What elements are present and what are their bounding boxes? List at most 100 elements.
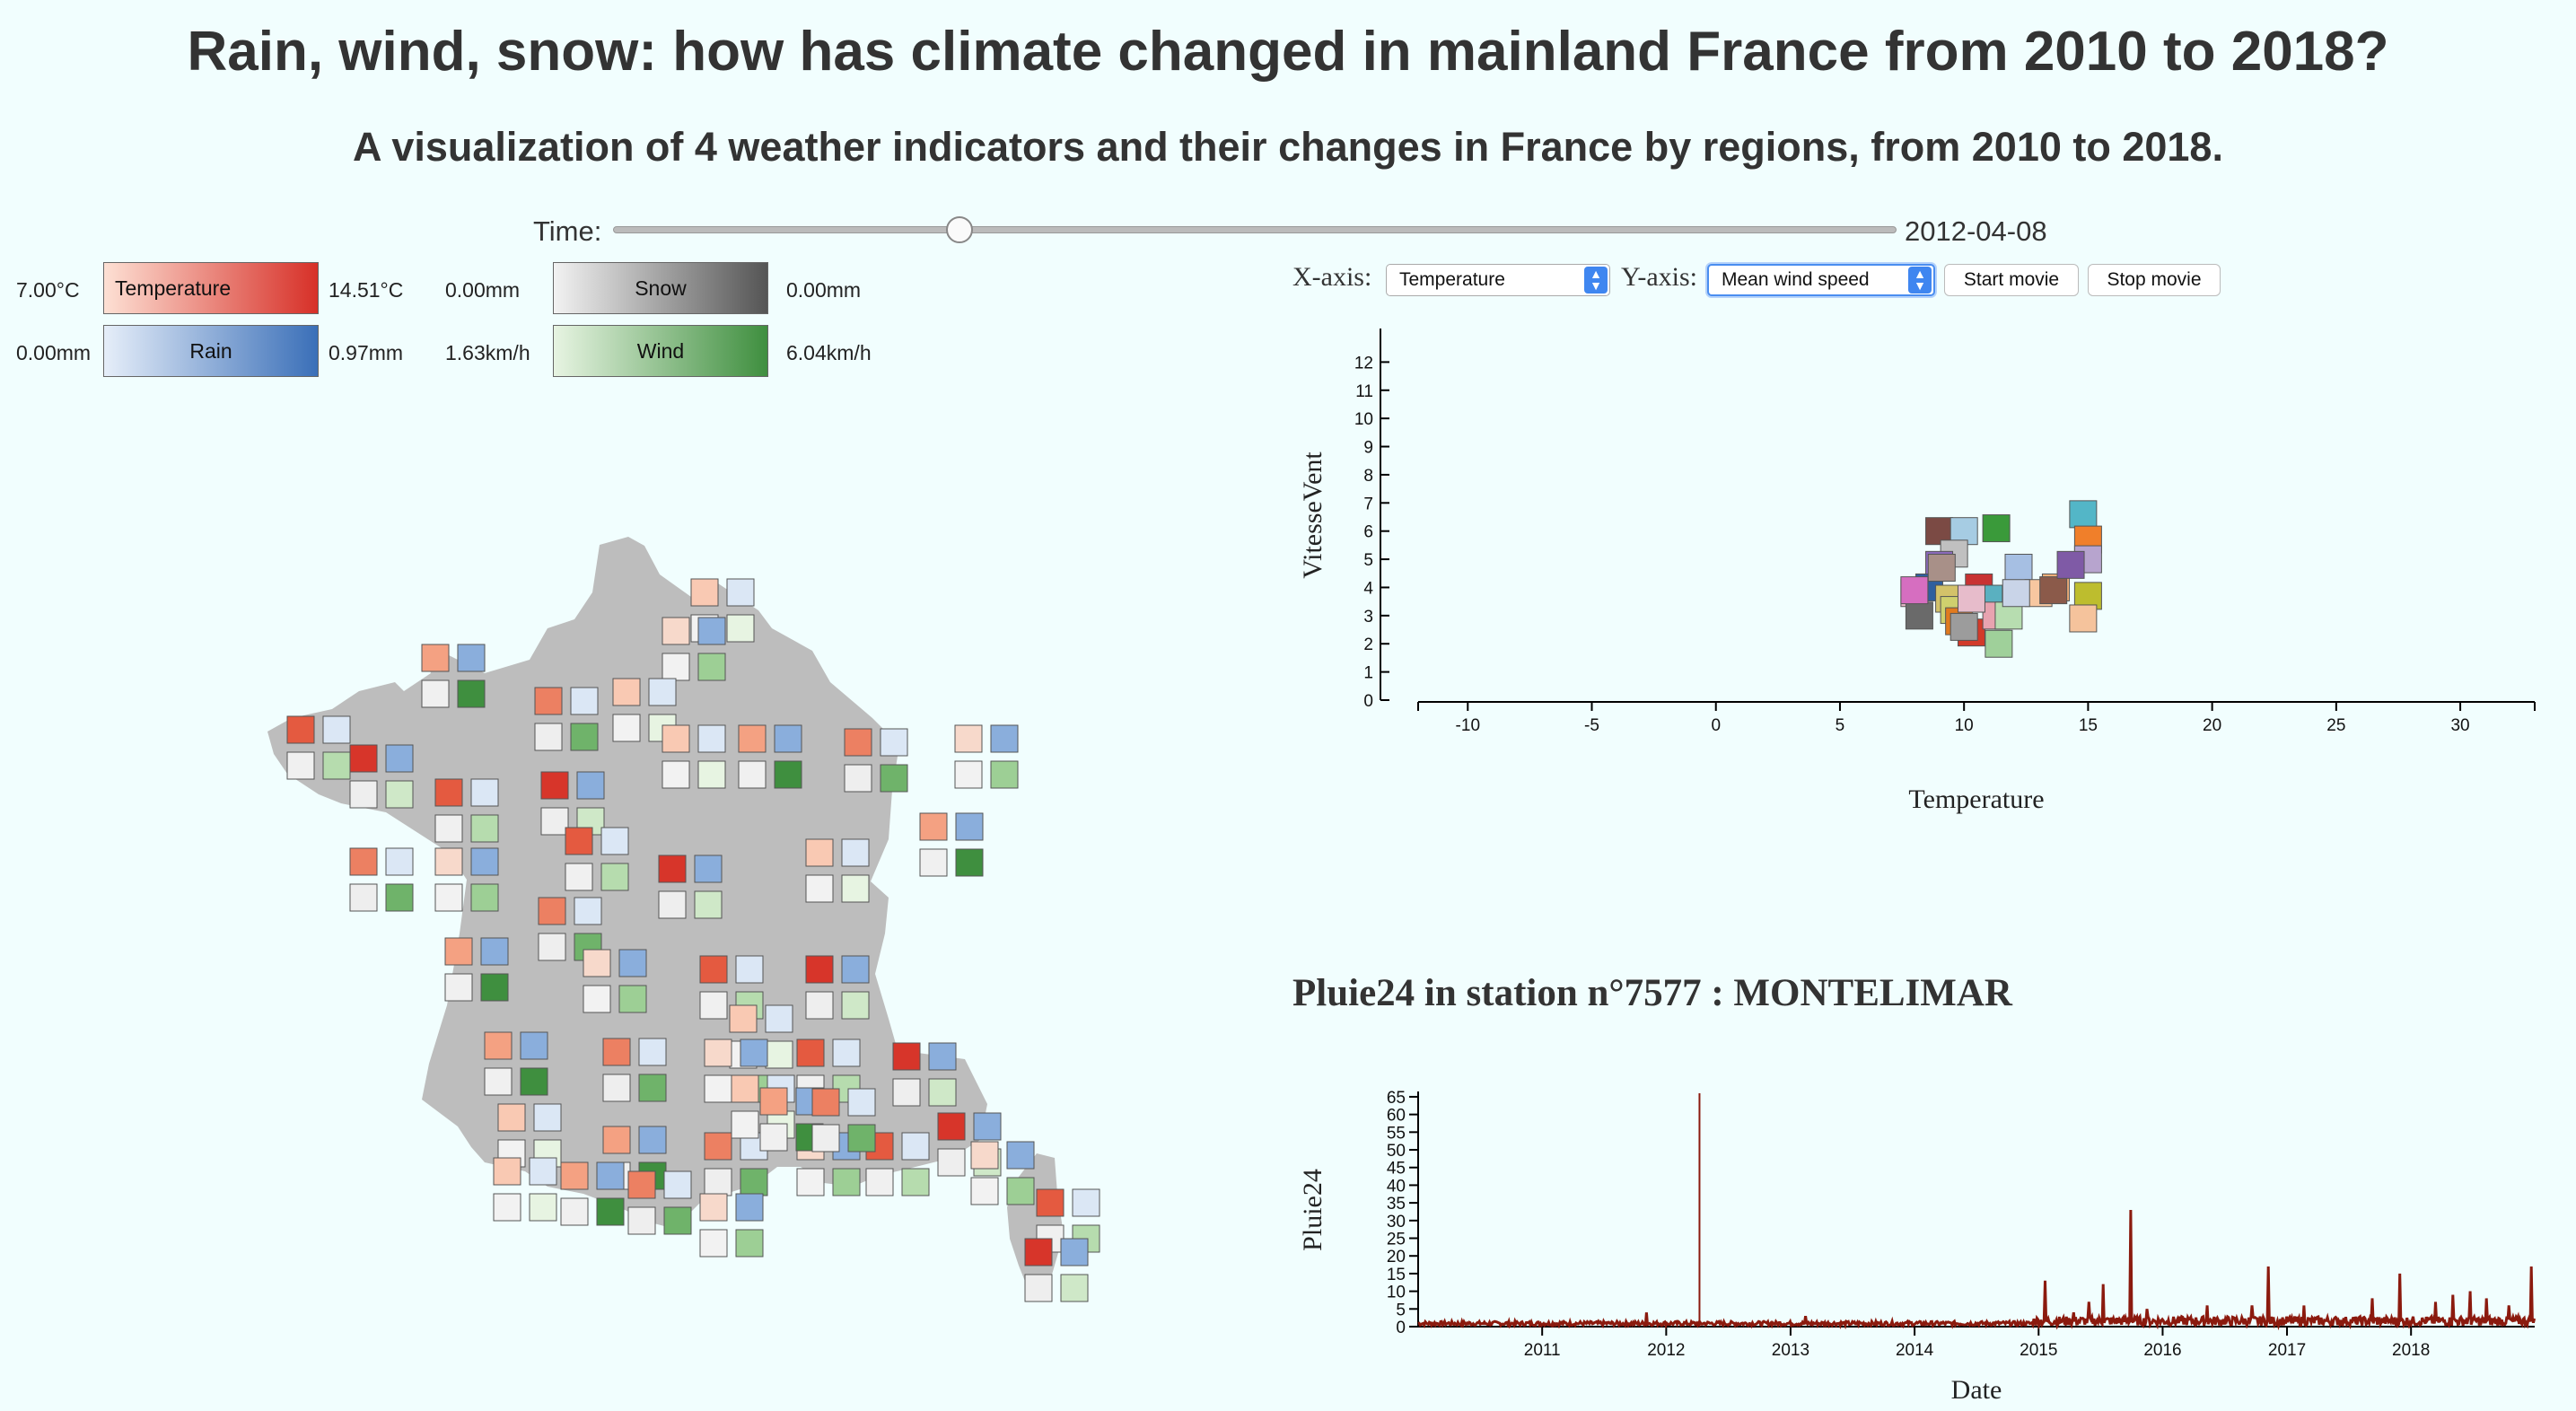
region-cluster[interactable] [602, 1126, 667, 1190]
scatter-point[interactable] [1982, 514, 2011, 543]
rain-square [767, 1074, 795, 1103]
region-cluster[interactable] [704, 1039, 768, 1103]
region-cluster[interactable] [534, 687, 599, 751]
region-cluster[interactable] [662, 617, 726, 681]
scatter-point[interactable] [1905, 601, 1933, 630]
region-cluster[interactable] [627, 1170, 692, 1235]
scatter-point[interactable] [1940, 596, 1968, 625]
scatter-point[interactable] [1957, 618, 1985, 647]
region-cluster[interactable] [434, 778, 499, 843]
rain-square [774, 724, 802, 753]
scatter-point[interactable] [1975, 584, 2003, 613]
region-cluster[interactable] [738, 724, 802, 789]
region-cluster[interactable] [970, 1141, 1035, 1205]
region-cluster[interactable] [565, 827, 629, 891]
region-cluster[interactable] [1036, 1188, 1100, 1253]
scatter-point[interactable] [1900, 576, 1929, 605]
temperature-legend-bar: Temperature [103, 262, 319, 314]
wind-square [740, 1074, 768, 1103]
scatter-point[interactable] [1985, 629, 2013, 658]
scatter-point[interactable] [1982, 601, 2011, 630]
temperature-square [627, 1170, 656, 1199]
scatter-point[interactable] [1925, 550, 1954, 579]
region-cluster[interactable] [434, 847, 499, 912]
scatter-point[interactable] [2073, 545, 2102, 574]
region-cluster[interactable] [811, 1088, 876, 1152]
rain-legend-min: 0.00mm [16, 341, 92, 364]
region-cluster[interactable] [805, 955, 870, 1020]
snow-square [919, 848, 948, 877]
x-axis-select[interactable]: Temperature ▲ ▼ [1386, 264, 1610, 296]
scatter-point[interactable] [2039, 576, 2068, 605]
region-cluster[interactable] [560, 1161, 625, 1226]
start-movie-button[interactable]: Start movie [1944, 264, 2079, 296]
scatter-point[interactable] [1925, 517, 1954, 546]
region-cluster[interactable] [421, 644, 486, 708]
wind-square [1060, 1274, 1089, 1302]
scatter-point[interactable] [1957, 584, 1985, 613]
region-cluster[interactable] [796, 1132, 861, 1196]
region-cluster[interactable] [805, 838, 870, 903]
region-cluster[interactable] [699, 955, 764, 1020]
time-slider-track[interactable] [613, 226, 1897, 233]
snow-square [658, 890, 687, 919]
stop-movie-button[interactable]: Stop movie [2088, 264, 2221, 296]
region-cluster[interactable] [583, 949, 647, 1013]
scatter-point[interactable] [1900, 579, 1929, 608]
region-cluster[interactable] [704, 1132, 768, 1196]
scatter-point[interactable] [1950, 612, 1978, 641]
region-cluster[interactable] [919, 812, 984, 877]
scatter-point[interactable] [1994, 601, 2023, 630]
scatter-y-tick-label: 6 [1363, 523, 1373, 542]
scatter-point[interactable] [2073, 582, 2102, 610]
wind-square [735, 991, 764, 1020]
scatter-point[interactable] [1950, 517, 1978, 546]
region-cluster[interactable] [538, 897, 602, 961]
scatter-point[interactable] [2056, 550, 2085, 579]
rain-x-tick-label: 2014 [1896, 1341, 1934, 1360]
region-cluster[interactable] [954, 724, 1019, 789]
region-cluster[interactable] [865, 1132, 930, 1196]
wind-square [385, 780, 414, 809]
region-cluster[interactable] [731, 1074, 795, 1139]
region-cluster[interactable] [759, 1087, 824, 1152]
scatter-point[interactable] [1935, 584, 1964, 613]
time-slider-thumb[interactable] [946, 216, 974, 243]
region-cluster[interactable] [844, 728, 908, 793]
scatter-point[interactable] [1965, 573, 1993, 601]
region-cluster[interactable] [349, 847, 414, 912]
region-cluster[interactable] [444, 937, 509, 1002]
region-cluster[interactable] [497, 1103, 562, 1168]
scatter-point[interactable] [1945, 607, 1974, 635]
region-cluster[interactable] [699, 1193, 764, 1258]
region-cluster[interactable] [937, 1112, 1002, 1177]
scatter-point[interactable] [2002, 579, 2030, 608]
region-cluster[interactable] [286, 715, 351, 780]
y-axis-select[interactable]: Mean wind speed ▲ ▼ [1707, 264, 1935, 296]
scatter-point[interactable] [2069, 604, 2098, 633]
region-cluster[interactable] [662, 724, 726, 789]
scatter-point[interactable] [2004, 553, 2033, 582]
scatter-point[interactable] [2024, 579, 2053, 608]
scatter-point[interactable] [1940, 539, 1968, 568]
time-slider[interactable] [613, 216, 1897, 243]
temperature-square [583, 949, 611, 977]
region-cluster[interactable] [1024, 1238, 1089, 1302]
region-cluster[interactable] [690, 578, 755, 643]
region-cluster[interactable] [612, 678, 677, 742]
scatter-point[interactable] [1914, 573, 1943, 601]
scatter-point[interactable] [2073, 525, 2102, 554]
region-cluster[interactable] [658, 854, 723, 919]
region-cluster[interactable] [493, 1157, 557, 1222]
region-cluster[interactable] [484, 1031, 548, 1096]
scatter-point[interactable] [1927, 553, 1956, 582]
region-cluster[interactable] [892, 1042, 957, 1107]
region-cluster[interactable] [540, 771, 605, 836]
snow-square [349, 780, 378, 809]
region-cluster[interactable] [796, 1039, 861, 1103]
region-cluster[interactable] [602, 1038, 667, 1102]
region-cluster[interactable] [349, 744, 414, 809]
scatter-point[interactable] [2041, 573, 2070, 601]
region-cluster[interactable] [729, 1004, 793, 1069]
scatter-point[interactable] [2069, 500, 2098, 529]
